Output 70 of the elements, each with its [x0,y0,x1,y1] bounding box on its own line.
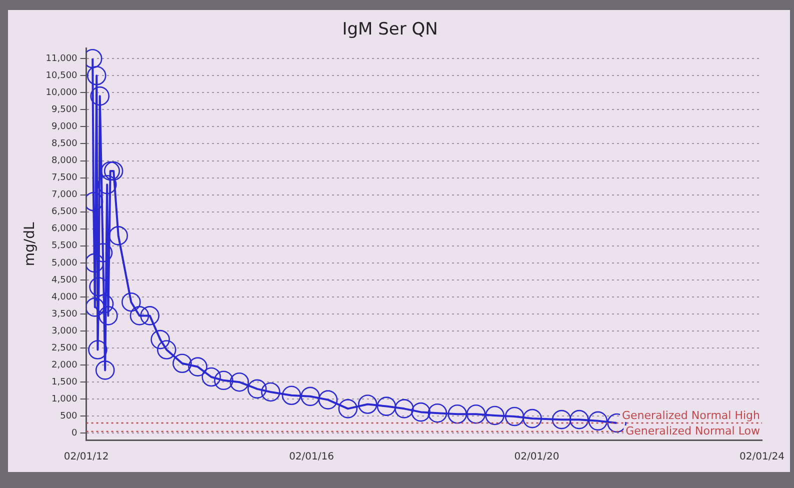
y-tick-label: 4,000 [52,292,78,302]
point [282,386,302,406]
y-tick-label: 2,500 [52,343,78,354]
point [108,226,128,246]
point [358,394,378,414]
point [88,340,108,360]
y-tick-label: 2,000 [52,360,78,370]
y-tick-label: 9,500 [52,105,78,116]
y-tick-label: 7,500 [52,173,78,184]
y-tick-label: 4,500 [52,275,78,286]
y-tick-label: 6,000 [52,224,78,234]
point [522,408,542,428]
y-tick-label: 8,500 [52,139,78,150]
y-tick-label: 500 [60,412,78,422]
x-tick-label: 02/01/20 [514,452,560,463]
y-tick-label: 5,000 [52,258,78,268]
point [95,360,115,380]
point [188,357,208,376]
y-tick-label: 11,000 [46,54,78,64]
point [230,372,250,392]
point [552,410,572,430]
x-tick-label: 02/01/24 [740,452,784,463]
point [98,306,118,326]
x-tick-label: 02/01/16 [289,452,334,463]
point [338,399,358,418]
point [172,354,192,374]
point [448,404,468,424]
x-tick-label: 02/01/12 [64,452,109,463]
y-tick-label: 0 [72,428,78,439]
point [140,306,160,326]
point [86,66,106,86]
y-tick-label: 1,000 [52,394,78,404]
point [428,403,448,423]
point [411,402,430,422]
ref-line-label: Generalized Normal High [622,408,760,422]
point [588,411,608,431]
y-tick-label: 9,000 [52,122,78,132]
chart-title: IgM Ser QN [342,20,438,40]
point [300,386,320,406]
y-tick-label: 7,000 [52,190,78,200]
point [247,379,267,399]
y-tick-label: 8,000 [52,156,78,166]
point [376,396,396,416]
point [104,161,124,181]
point [394,399,414,418]
point [156,340,176,360]
point [90,86,110,106]
point [202,367,221,387]
point [214,370,234,390]
point [485,406,504,426]
y-tick-label: 3,500 [52,309,78,320]
point [466,404,486,424]
y-axis-title: mg/dL [22,222,38,266]
y-tick-label: 3,000 [52,326,78,336]
point [504,406,524,426]
point [86,253,104,273]
y-tick-label: 5,500 [52,241,78,252]
y-tick-label: 1,500 [52,377,78,388]
y-tick-label: 10,000 [46,88,78,98]
point [150,330,170,350]
point [130,306,150,326]
point [261,382,280,402]
point [86,298,105,317]
point [570,410,589,430]
ref-line-label: Generalized Normal Low [626,424,760,438]
point [122,292,141,312]
y-tick-label: 10,500 [46,70,78,81]
point [100,161,120,181]
point [318,390,338,410]
y-tick-label: 6,500 [52,207,78,218]
